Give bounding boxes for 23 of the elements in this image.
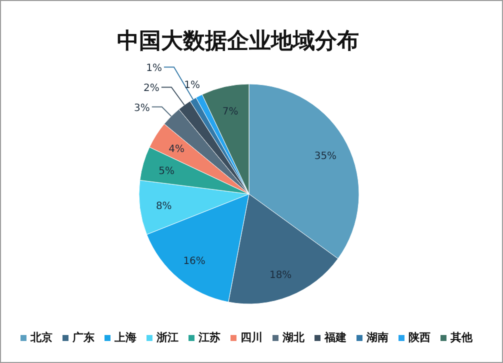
legend-label: 陕西 [408, 331, 430, 344]
chart-title: 中国大数据企业地域分布 [117, 28, 359, 54]
legend-label: 四川 [240, 331, 262, 344]
data-label: 16% [183, 256, 206, 268]
legend-label: 其他 [450, 331, 474, 344]
legend-label: 福建 [324, 331, 346, 344]
data-label: 7% [222, 106, 238, 118]
legend-label: 江苏 [198, 331, 220, 344]
data-label: 1% [184, 80, 200, 92]
data-label: 35% [314, 151, 337, 162]
legend-label: 湖北 [282, 331, 306, 344]
data-label: 4% [168, 144, 184, 156]
data-label: 5% [158, 166, 175, 178]
legend-label: 浙江 [156, 331, 178, 344]
legend-label: 湖南 [366, 331, 388, 344]
data-label: 8% [156, 200, 172, 212]
legend-label: 上海 [114, 331, 136, 344]
legend-label: 北京 [30, 331, 52, 344]
legend-label: 广东 [72, 331, 94, 344]
data-label: 1% [146, 63, 162, 74]
data-label: 3% [134, 102, 150, 114]
data-label: 2% [144, 83, 160, 94]
data-label: 18% [269, 270, 292, 281]
